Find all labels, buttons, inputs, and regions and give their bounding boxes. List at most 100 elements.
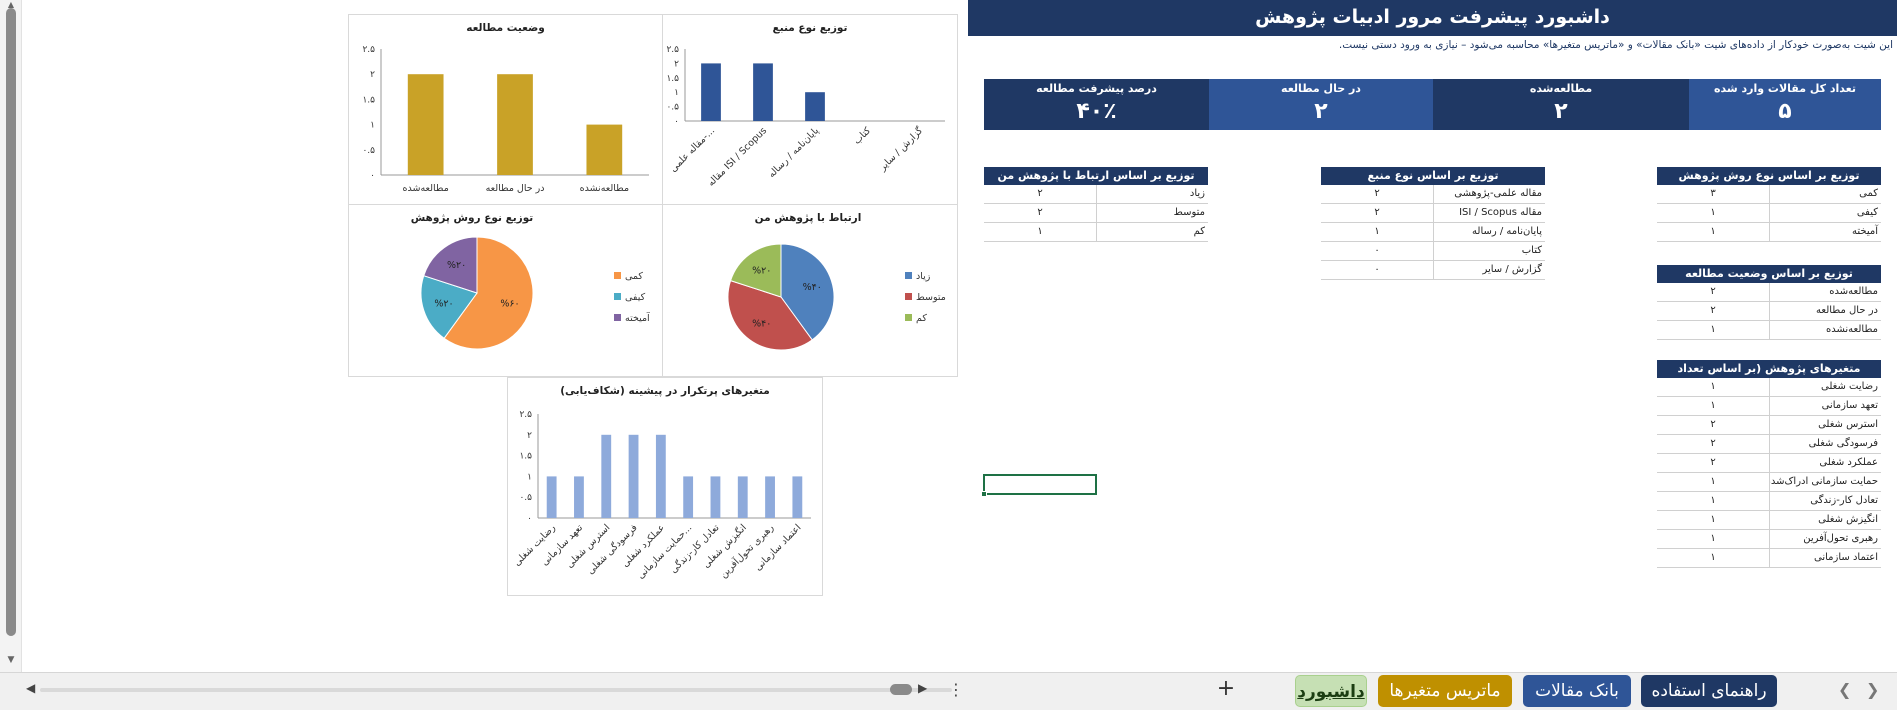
selected-cell[interactable] xyxy=(981,474,1097,497)
legend-label: کم xyxy=(916,313,927,324)
table-row[interactable]: کم ۱ xyxy=(984,223,1208,242)
table-cell-value[interactable]: ۲ xyxy=(1710,419,1716,430)
table-cell-key[interactable]: رهبری تحول‌آفرین xyxy=(1769,530,1881,548)
vertical-scroll-thumb[interactable] xyxy=(6,8,16,636)
scroll-up-icon[interactable]: ▲ xyxy=(7,0,15,9)
chevron-right-icon[interactable]: ❯ xyxy=(1866,680,1880,699)
table-row[interactable]: آمیخته ۱ xyxy=(1657,223,1881,242)
bar xyxy=(601,434,612,518)
table-cell-key[interactable]: آمیخته xyxy=(1769,223,1881,241)
tab-dashboard[interactable]: داشبورد xyxy=(1295,675,1367,707)
table-cell-key[interactable]: تعهد سازمانی xyxy=(1769,397,1881,415)
table-cell-value[interactable]: ۱ xyxy=(1710,400,1716,411)
table-row[interactable]: مقاله ISI / Scopus ۲ xyxy=(1321,204,1545,223)
table-cell-value[interactable]: ۱ xyxy=(1710,533,1716,544)
table-row[interactable]: تعادل کار-زندگی ۱ xyxy=(1657,492,1881,511)
table-cell-value[interactable]: ۱ xyxy=(1710,324,1716,335)
horizontal-scroll-thumb[interactable] xyxy=(890,684,912,695)
table-row[interactable]: رضایت شغلی ۱ xyxy=(1657,378,1881,397)
table-cell-value[interactable]: ۲ xyxy=(1710,457,1716,468)
chevron-left-icon[interactable]: ❮ xyxy=(1838,680,1852,699)
scroll-down-icon[interactable]: ▼ xyxy=(7,655,15,665)
chart-panel-source[interactable]: توزیع نوع منبع ۰ ۰.۵ ۱ ۱.۵ ۲ ۲.۵ مقاله علمی-...… xyxy=(662,14,958,205)
table-cell-value[interactable]: ۱ xyxy=(1374,226,1380,237)
table-row[interactable]: مقاله علمی-پژوهشی ۲ xyxy=(1321,185,1545,204)
table-row[interactable]: پایان‌نامه / رساله ۱ xyxy=(1321,223,1545,242)
table-cell-key[interactable]: زیاد xyxy=(1096,185,1208,203)
table-cell-value[interactable]: ۳ xyxy=(1710,188,1716,199)
table-cell-key[interactable]: انگیزش شغلی xyxy=(1769,511,1881,529)
table-cell-key[interactable]: رضایت شغلی xyxy=(1769,378,1881,396)
tab-article-bank[interactable]: بانک مقالات xyxy=(1523,675,1631,707)
table-row[interactable]: گزارش / سایر ۰ xyxy=(1321,261,1545,280)
table-row[interactable]: انگیزش شغلی ۱ xyxy=(1657,511,1881,530)
table-cell-key[interactable]: مطالعه‌شده xyxy=(1769,283,1881,301)
table-cell-key[interactable]: تعادل کار-زندگی xyxy=(1769,492,1881,510)
table-cell-key[interactable]: کیفی xyxy=(1769,204,1881,222)
table-row[interactable]: مطالعه‌شده ۲ xyxy=(1657,283,1881,302)
table-row[interactable]: رهبری تحول‌آفرین ۱ xyxy=(1657,530,1881,549)
chart-panel-status[interactable]: وضعیت مطالعه ۰ ۰.۵ ۱ ۱.۵ ۲ ۲.۵ مطالعه‌شده در حال… xyxy=(348,14,663,205)
table-cell-key[interactable]: حمایت سازمانی ادراک‌شده xyxy=(1769,473,1881,491)
table-cell-value[interactable]: ۲ xyxy=(1037,207,1043,218)
chart-panel-method[interactable]: توزیع نوع روش پژوهش %۶۰ %۲۰ %۲۰ کمی کیفی آمیخت… xyxy=(348,204,663,377)
table-row[interactable]: کیفی ۱ xyxy=(1657,204,1881,223)
table-row[interactable]: تعهد سازمانی ۱ xyxy=(1657,397,1881,416)
table-cell-value[interactable]: ۲ xyxy=(1710,438,1716,449)
table-cell-key[interactable]: مقاله علمی-پژوهشی xyxy=(1433,185,1545,203)
tab-user-guide[interactable]: راهنمای استفاده xyxy=(1641,675,1777,707)
chart-panel-relevance[interactable]: ارتباط با پژوهش من %۴۰ %۴۰ %۲۰ زیاد متوسط کم xyxy=(662,204,958,377)
table-row[interactable]: زیاد ۲ xyxy=(984,185,1208,204)
more-options-icon[interactable]: ⋮ xyxy=(948,680,964,699)
vertical-scrollbar[interactable]: ▲ ▼ xyxy=(0,0,22,672)
table-cell-key[interactable]: مطالعه‌نشده xyxy=(1769,321,1881,339)
table-row[interactable]: استرس شغلی ۲ xyxy=(1657,416,1881,435)
table-cell-value[interactable]: ۱ xyxy=(1710,381,1716,392)
table-cell-key[interactable]: گزارش / سایر xyxy=(1433,261,1545,279)
scroll-left-icon[interactable]: ◀ xyxy=(26,681,36,695)
horizontal-scroll-track[interactable] xyxy=(40,688,952,692)
table-row[interactable]: اعتماد سازمانی ۱ xyxy=(1657,549,1881,568)
table-cell-value[interactable]: ۰ xyxy=(1374,245,1380,256)
table-cell-value[interactable]: ۲ xyxy=(1710,305,1716,316)
table-cell-value[interactable]: ۱ xyxy=(1710,495,1716,506)
table-row[interactable]: متوسط ۲ xyxy=(984,204,1208,223)
table-row[interactable]: مطالعه‌نشده ۱ xyxy=(1657,321,1881,340)
table-row[interactable]: کتاب ۰ xyxy=(1321,242,1545,261)
table-cell-key[interactable]: کمی xyxy=(1769,185,1881,203)
table-cell-key[interactable]: کتاب xyxy=(1433,242,1545,260)
table-cell-value[interactable]: ۲ xyxy=(1710,286,1716,297)
table-cell-key[interactable]: اعتماد سازمانی xyxy=(1769,549,1881,567)
y-tick-label: ۱ xyxy=(527,472,532,482)
table-cell-key[interactable]: فرسودگی شغلی xyxy=(1769,435,1881,453)
table-cell-value[interactable]: ۰ xyxy=(1374,264,1380,275)
table-cell-key[interactable]: مقاله ISI / Scopus xyxy=(1433,204,1545,222)
table-row[interactable]: فرسودگی شغلی ۲ xyxy=(1657,435,1881,454)
table-cell-value[interactable]: ۱ xyxy=(1710,226,1716,237)
table-row[interactable]: عملکرد شغلی ۲ xyxy=(1657,454,1881,473)
table-cell-value[interactable]: ۲ xyxy=(1374,188,1380,199)
tab-variable-matrix[interactable]: ماتریس متغیرها xyxy=(1378,675,1512,707)
table-cell-key[interactable]: متوسط xyxy=(1096,204,1208,222)
table-cell-key[interactable]: عملکرد شغلی xyxy=(1769,454,1881,472)
table-row[interactable]: حمایت سازمانی ادراک‌شده ۱ xyxy=(1657,473,1881,492)
table-row[interactable]: در حال مطالعه ۲ xyxy=(1657,302,1881,321)
table-cell-value[interactable]: ۱ xyxy=(1710,552,1716,563)
table-cell-value[interactable]: ۱ xyxy=(1710,207,1716,218)
horizontal-scrollbar[interactable]: ◀ ▶ xyxy=(26,678,952,702)
table-cell-value[interactable]: ۲ xyxy=(1374,207,1380,218)
table-row[interactable]: کمی ۳ xyxy=(1657,185,1881,204)
chart-panel-variables[interactable]: متغیرهای پرتکرار در پیشینه (شکاف‌یابی) ۰ ۰… xyxy=(507,377,823,596)
table-cell-value[interactable]: ۲ xyxy=(1037,188,1043,199)
table-cell-key[interactable]: در حال مطالعه xyxy=(1769,302,1881,320)
table-cell-key[interactable]: پایان‌نامه / رساله xyxy=(1433,223,1545,241)
table-header: توزیع بر اساس نوع روش پژوهش xyxy=(1657,167,1881,185)
table-cell-value[interactable]: ۱ xyxy=(1037,226,1043,237)
table-cell-value[interactable]: ۱ xyxy=(1710,476,1716,487)
fill-handle[interactable] xyxy=(981,491,987,497)
table-cell-key[interactable]: کم xyxy=(1096,223,1208,241)
table-cell-value[interactable]: ۱ xyxy=(1710,514,1716,525)
table-cell-key[interactable]: استرس شغلی xyxy=(1769,416,1881,434)
scroll-right-icon[interactable]: ▶ xyxy=(918,681,928,695)
add-sheet-button[interactable]: + xyxy=(1216,676,1236,701)
